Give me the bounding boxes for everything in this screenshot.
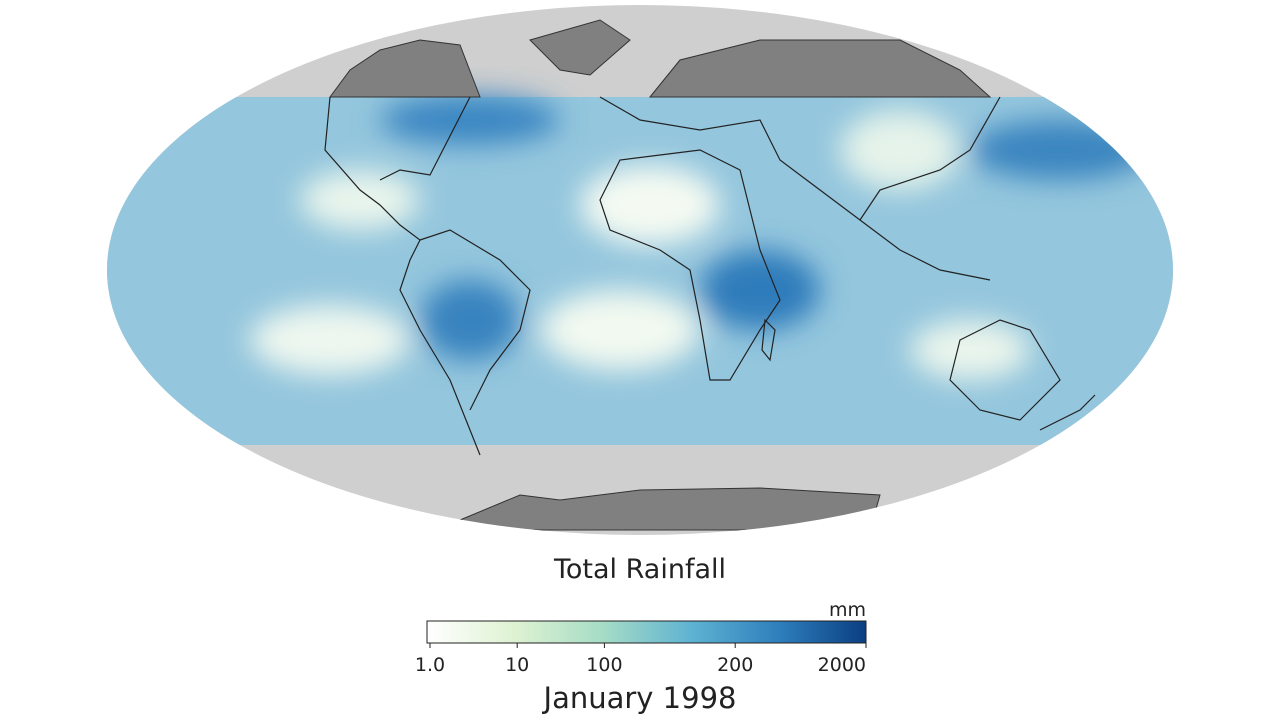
colorbar-tick-label: 2000 (818, 654, 866, 676)
colorbar-unit: mm (829, 599, 866, 621)
colorbar-tick-label: 1.0 (415, 654, 445, 676)
coastlines (324, 96, 1096, 456)
map (107, 5, 1173, 535)
colorbar (426, 620, 867, 644)
colorbar-tick-label: 100 (586, 654, 622, 676)
map-title: Total Rainfall (553, 554, 726, 585)
rainfall-patterns (250, 95, 1150, 380)
colorbar-ticks: 1.0 10 100 200 2000 (415, 643, 867, 676)
colorbar-tick-label: 10 (505, 654, 529, 676)
colorbar-tick-label: 200 (717, 654, 753, 676)
polar-land (329, 19, 992, 531)
date-label: January 1998 (542, 681, 737, 715)
